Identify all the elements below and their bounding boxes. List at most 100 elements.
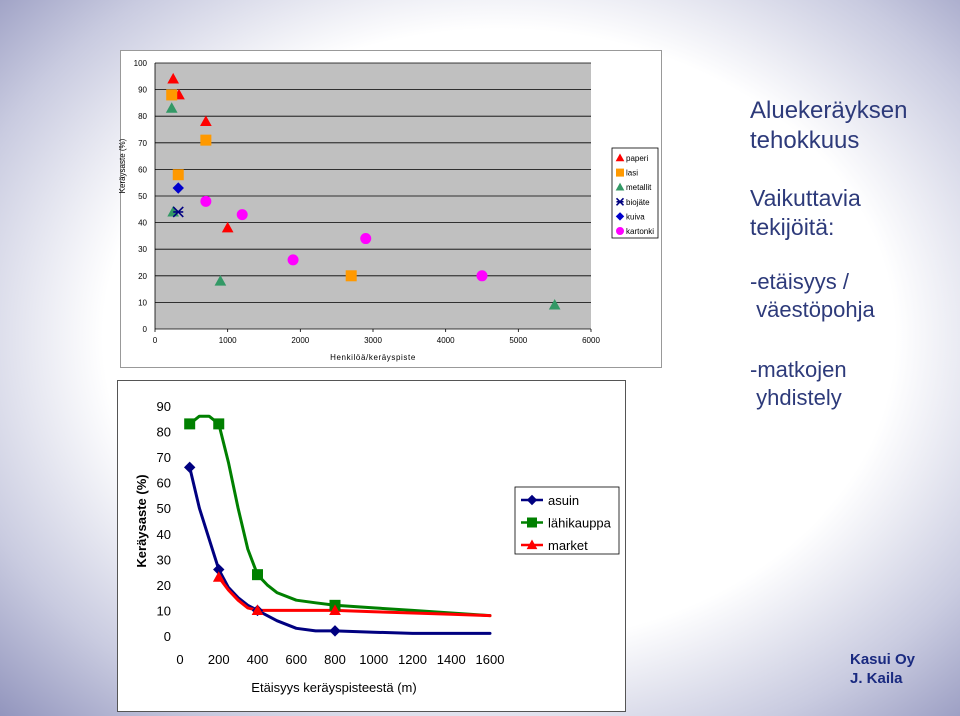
x-tick-label-1000: 1000 bbox=[219, 336, 237, 345]
y-tick-label-40: 40 bbox=[138, 219, 147, 228]
point-paperi-0 bbox=[167, 72, 180, 84]
point-asuin-0 bbox=[183, 461, 196, 474]
legend-2-marker-market bbox=[526, 539, 538, 550]
bullet-trip-combining: -matkojen yhdistely bbox=[750, 357, 847, 410]
x2-tick-label-600: 600 bbox=[285, 652, 307, 667]
legend-1-label-metallit: metallit bbox=[626, 183, 652, 192]
x2-tick-label-800: 800 bbox=[324, 652, 346, 667]
y2-tick-label-50: 50 bbox=[157, 501, 171, 516]
credit-company: Kasui Oy bbox=[850, 651, 916, 668]
x-axis-title-1: Henkilöä/keräyspiste bbox=[330, 353, 416, 362]
y2-tick-label-40: 40 bbox=[157, 527, 171, 542]
y2-tick-label-30: 30 bbox=[157, 552, 171, 567]
legend-1-marker-paperi bbox=[615, 153, 625, 162]
slide-subtitle-line2: tekijöitä: bbox=[750, 214, 835, 240]
y-tick-label-50: 50 bbox=[138, 192, 147, 201]
x2-tick-label-1600: 1600 bbox=[476, 652, 505, 667]
legend-1-label-lasi: lasi bbox=[626, 169, 638, 178]
point-lasi-2 bbox=[200, 134, 212, 146]
point-paperi-2 bbox=[200, 115, 212, 127]
x-tick-label-6000: 6000 bbox=[582, 336, 600, 345]
legend-2-label-lahikauppa: lähikauppa bbox=[548, 516, 612, 531]
point-biojate-0 bbox=[172, 206, 184, 218]
slide-subtitle: Vaikuttavia tekijöitä: bbox=[750, 184, 861, 242]
y-tick-label-10: 10 bbox=[138, 298, 147, 307]
x2-tick-label-200: 200 bbox=[208, 652, 230, 667]
point-kartonki-1 bbox=[236, 209, 248, 221]
point-kartonki-2 bbox=[287, 254, 299, 266]
point-market-0 bbox=[212, 571, 225, 582]
point-lahikauppa-1 bbox=[213, 418, 225, 430]
y2-tick-label-90: 90 bbox=[157, 399, 171, 414]
x-tick-label-0: 0 bbox=[153, 336, 158, 345]
slide-title-line1: Aluekeräyksen bbox=[750, 97, 908, 124]
point-lasi-0 bbox=[166, 89, 178, 101]
point-lahikauppa-2 bbox=[252, 569, 263, 581]
x-tick-label-5000: 5000 bbox=[509, 336, 527, 345]
bullet-distance: -etäisyys / väestöpohja bbox=[750, 269, 875, 322]
y-tick-label-20: 20 bbox=[138, 272, 147, 281]
y-axis-title-1: Keräysaste (%) bbox=[118, 138, 127, 193]
slide-title-line2: tehokkuus bbox=[750, 127, 860, 154]
point-kartonki-0 bbox=[200, 195, 212, 207]
y2-tick-label-20: 20 bbox=[157, 578, 171, 593]
line-asuin bbox=[188, 465, 492, 635]
y-tick-label-30: 30 bbox=[138, 245, 147, 254]
y-tick-label-70: 70 bbox=[138, 139, 147, 148]
point-kartonki-3 bbox=[360, 233, 372, 245]
legend-2-label-asuin: asuin bbox=[548, 493, 579, 508]
legend-2-label-market: market bbox=[548, 538, 588, 553]
x-tick-label-3000: 3000 bbox=[364, 336, 382, 345]
point-metallit-3 bbox=[548, 299, 561, 310]
point-kartonki-4 bbox=[476, 270, 488, 282]
y-tick-label-0: 0 bbox=[143, 325, 148, 334]
line-market bbox=[217, 575, 492, 618]
legend-1-label-kartonki: kartonki bbox=[626, 227, 654, 236]
y-tick-label-60: 60 bbox=[138, 165, 147, 174]
legend-1-marker-kuiva bbox=[615, 212, 625, 221]
credit-author: J. Kaila bbox=[850, 670, 903, 687]
x-tick-label-2000: 2000 bbox=[291, 336, 309, 345]
point-asuin-3 bbox=[329, 625, 341, 637]
legend-1-marker-kartonki bbox=[616, 227, 624, 235]
x2-tick-label-400: 400 bbox=[247, 652, 269, 667]
y-tick-label-80: 80 bbox=[138, 112, 147, 121]
y-axis-title-2: Keräysaste (%) bbox=[134, 474, 149, 567]
legend-1 bbox=[611, 147, 659, 239]
legend-1-label-biojate: biojäte bbox=[626, 198, 650, 207]
credit: Kasui Oy J. Kaila bbox=[850, 650, 915, 688]
slide-subtitle-line1: Vaikuttavia bbox=[750, 185, 861, 211]
y2-tick-label-70: 70 bbox=[157, 450, 171, 465]
y2-tick-label-80: 80 bbox=[157, 425, 171, 440]
point-market-2 bbox=[329, 604, 341, 615]
legend-2-marker-lahikauppa bbox=[527, 517, 537, 528]
x2-tick-label-1200: 1200 bbox=[398, 652, 427, 667]
line-lahikauppa bbox=[188, 414, 492, 618]
point-market-1 bbox=[251, 604, 264, 615]
x2-tick-label-1400: 1400 bbox=[437, 652, 466, 667]
y-tick-label-100: 100 bbox=[134, 59, 148, 68]
point-metallit-0 bbox=[165, 102, 178, 113]
point-lahikauppa-0 bbox=[184, 418, 196, 430]
x-tick-label-4000: 4000 bbox=[437, 336, 455, 345]
point-kuiva-0 bbox=[172, 182, 184, 194]
y-tick-label-90: 90 bbox=[138, 86, 147, 95]
y2-tick-label-0: 0 bbox=[164, 629, 171, 644]
point-lasi-3 bbox=[345, 270, 357, 282]
legend-1-marker-biojate bbox=[615, 197, 625, 206]
y2-tick-label-60: 60 bbox=[157, 476, 171, 491]
x2-tick-label-0: 0 bbox=[176, 652, 183, 667]
point-metallit-2 bbox=[214, 275, 227, 286]
slide-title: Aluekeräyksen tehokkuus bbox=[750, 96, 907, 156]
legend-1-marker-metallit bbox=[615, 182, 625, 191]
point-lasi-1 bbox=[172, 169, 184, 181]
x-axis-title-2: Etäisyys keräyspisteestä (m) bbox=[251, 680, 416, 695]
legend-2-marker-asuin bbox=[526, 494, 538, 506]
y2-tick-label-10: 10 bbox=[157, 603, 171, 618]
x2-tick-label-1000: 1000 bbox=[359, 652, 388, 667]
point-paperi-3 bbox=[221, 221, 234, 233]
legend-1-marker-lasi bbox=[616, 168, 624, 177]
legend-1-label-paperi: paperi bbox=[626, 154, 648, 163]
